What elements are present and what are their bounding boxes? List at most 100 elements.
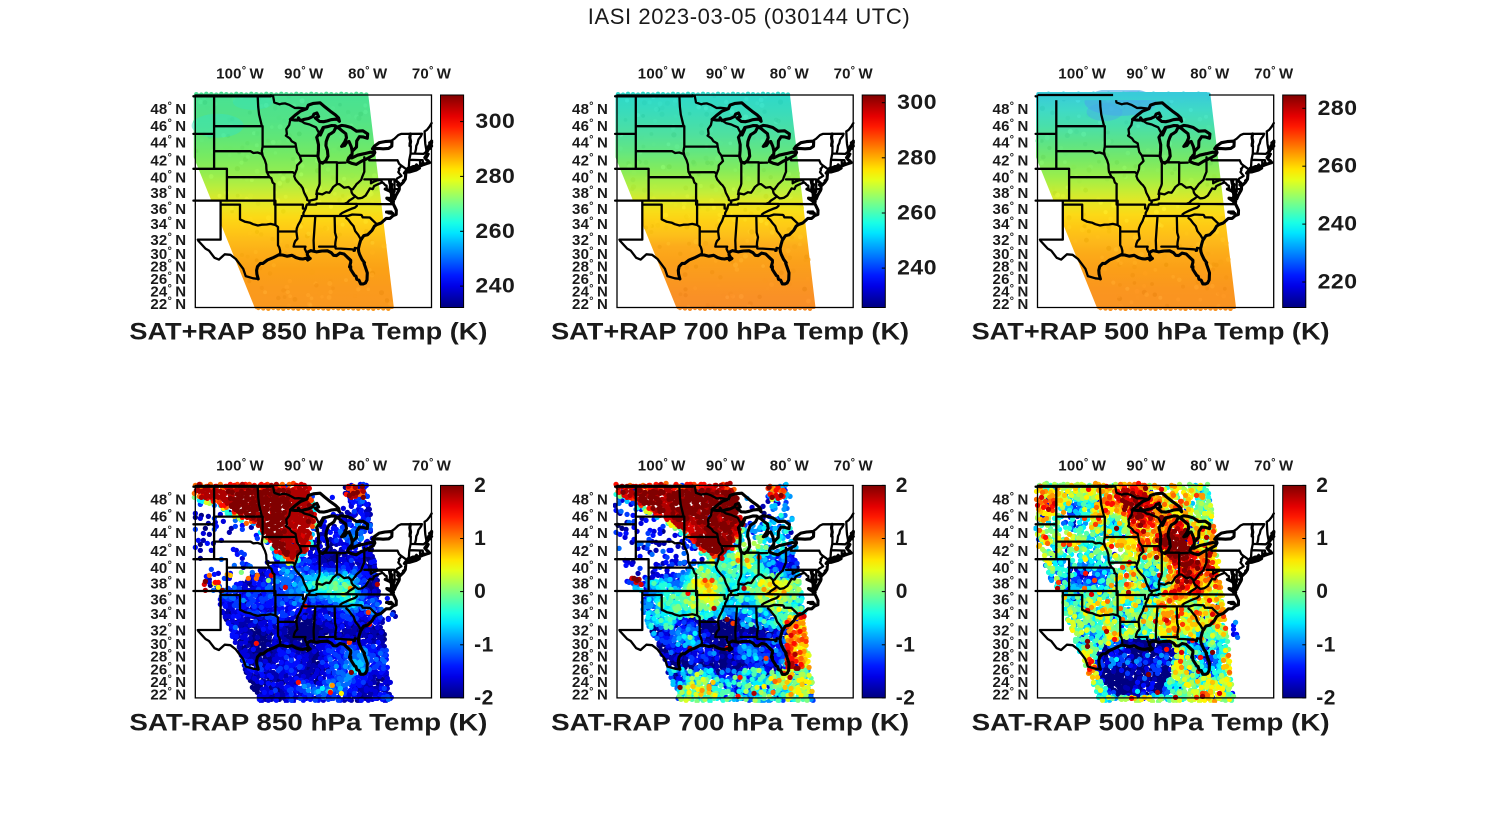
svg-text:240: 240 (897, 257, 937, 280)
svg-text:38° N: 38° N (150, 575, 186, 593)
svg-text:46° N: 46° N (993, 508, 1029, 526)
svg-text:24° N: 24° N (150, 283, 186, 301)
svg-text:1: 1 (1316, 527, 1328, 550)
svg-text:38° N: 38° N (993, 575, 1029, 593)
svg-text:300: 300 (475, 110, 515, 133)
svg-text:32° N: 32° N (572, 622, 608, 640)
svg-text:24° N: 24° N (572, 283, 608, 301)
svg-text:80° W: 80° W (770, 65, 810, 83)
svg-text:-2: -2 (474, 686, 494, 709)
svg-text:70° W: 70° W (1254, 65, 1294, 83)
svg-text:48° N: 48° N (150, 101, 186, 119)
svg-text:30° N: 30° N (150, 636, 186, 654)
svg-text:30° N: 30° N (572, 636, 608, 654)
svg-text:44° N: 44° N (993, 524, 1029, 542)
svg-text:260: 260 (1318, 155, 1358, 178)
svg-text:32° N: 32° N (150, 622, 186, 640)
svg-text:300: 300 (897, 91, 937, 114)
svg-text:40° N: 40° N (572, 560, 608, 578)
svg-text:260: 260 (897, 202, 937, 225)
svg-text:28° N: 28° N (150, 648, 186, 666)
svg-text:70° W: 70° W (412, 65, 452, 83)
svg-text:30° N: 30° N (572, 245, 608, 263)
svg-text:SAT+RAP 850 hPa Temp (K): SAT+RAP 850 hPa Temp (K) (129, 319, 487, 346)
svg-text:22° N: 22° N (150, 686, 186, 704)
svg-text:2: 2 (1316, 474, 1328, 497)
svg-text:-1: -1 (474, 633, 494, 656)
svg-text:80° W: 80° W (348, 65, 388, 83)
svg-text:48° N: 48° N (572, 491, 608, 509)
svg-text:40° N: 40° N (993, 169, 1029, 187)
svg-text:90° W: 90° W (284, 457, 324, 475)
svg-text:0: 0 (1316, 580, 1328, 603)
svg-text:SAT+RAP 500 hPa Temp (K): SAT+RAP 500 hPa Temp (K) (972, 319, 1330, 346)
svg-text:30° N: 30° N (993, 245, 1029, 263)
svg-text:280: 280 (897, 146, 937, 169)
svg-text:44° N: 44° N (150, 134, 186, 152)
svg-text:36° N: 36° N (572, 591, 608, 609)
svg-text:80° W: 80° W (348, 457, 388, 475)
svg-text:260: 260 (475, 220, 515, 243)
svg-text:40° N: 40° N (993, 560, 1029, 578)
svg-text:34° N: 34° N (993, 606, 1029, 624)
svg-text:36° N: 36° N (993, 591, 1029, 609)
svg-text:26° N: 26° N (572, 271, 608, 289)
svg-text:90° W: 90° W (706, 65, 746, 83)
svg-text:26° N: 26° N (993, 661, 1029, 679)
svg-text:70° W: 70° W (834, 65, 874, 83)
svg-text:38° N: 38° N (572, 185, 608, 203)
svg-text:280: 280 (1318, 97, 1358, 120)
svg-text:0: 0 (896, 580, 908, 603)
svg-text:100° W: 100° W (638, 65, 686, 83)
svg-text:SAT-RAP 850 hPa Temp (K): SAT-RAP 850 hPa Temp (K) (129, 710, 487, 737)
svg-text:SAT-RAP 700 hPa Temp (K): SAT-RAP 700 hPa Temp (K) (551, 710, 909, 737)
svg-text:220: 220 (1318, 271, 1358, 294)
svg-text:80° W: 80° W (1190, 457, 1230, 475)
svg-text:48° N: 48° N (993, 491, 1029, 509)
svg-text:48° N: 48° N (993, 101, 1029, 119)
svg-text:38° N: 38° N (150, 185, 186, 203)
svg-text:24° N: 24° N (572, 673, 608, 691)
svg-text:22° N: 22° N (993, 686, 1029, 704)
svg-text:90° W: 90° W (1126, 457, 1166, 475)
svg-text:26° N: 26° N (572, 661, 608, 679)
svg-text:-1: -1 (1316, 633, 1336, 656)
svg-text:24° N: 24° N (150, 673, 186, 691)
svg-text:26° N: 26° N (150, 661, 186, 679)
svg-text:30° N: 30° N (993, 636, 1029, 654)
svg-text:90° W: 90° W (706, 457, 746, 475)
svg-text:28° N: 28° N (150, 258, 186, 276)
svg-text:SAT-RAP 500 hPa Temp (K): SAT-RAP 500 hPa Temp (K) (972, 710, 1330, 737)
svg-text:32° N: 32° N (150, 232, 186, 250)
svg-text:-2: -2 (896, 686, 916, 709)
svg-text:0: 0 (474, 580, 486, 603)
svg-text:80° W: 80° W (1190, 65, 1230, 83)
svg-text:36° N: 36° N (150, 591, 186, 609)
svg-text:32° N: 32° N (993, 622, 1029, 640)
svg-text:100° W: 100° W (638, 457, 686, 475)
svg-text:40° N: 40° N (150, 169, 186, 187)
svg-text:46° N: 46° N (572, 508, 608, 526)
svg-text:42° N: 42° N (150, 152, 186, 170)
svg-text:70° W: 70° W (834, 457, 874, 475)
svg-text:100° W: 100° W (1058, 65, 1106, 83)
svg-text:1: 1 (896, 527, 908, 550)
svg-text:46° N: 46° N (150, 118, 186, 136)
svg-text:70° W: 70° W (412, 457, 452, 475)
svg-text:1: 1 (474, 527, 486, 550)
svg-text:-2: -2 (1316, 686, 1336, 709)
svg-text:42° N: 42° N (993, 152, 1029, 170)
svg-text:42° N: 42° N (572, 152, 608, 170)
svg-text:90° W: 90° W (1126, 65, 1166, 83)
svg-text:22° N: 22° N (572, 295, 608, 313)
svg-text:30° N: 30° N (150, 245, 186, 263)
svg-text:48° N: 48° N (150, 491, 186, 509)
svg-text:22° N: 22° N (993, 295, 1029, 313)
svg-text:280: 280 (475, 165, 515, 188)
svg-text:46° N: 46° N (993, 118, 1029, 136)
svg-text:28° N: 28° N (993, 648, 1029, 666)
svg-text:44° N: 44° N (572, 134, 608, 152)
svg-text:90° W: 90° W (284, 65, 324, 83)
svg-text:34° N: 34° N (572, 215, 608, 233)
svg-text:42° N: 42° N (993, 543, 1029, 561)
